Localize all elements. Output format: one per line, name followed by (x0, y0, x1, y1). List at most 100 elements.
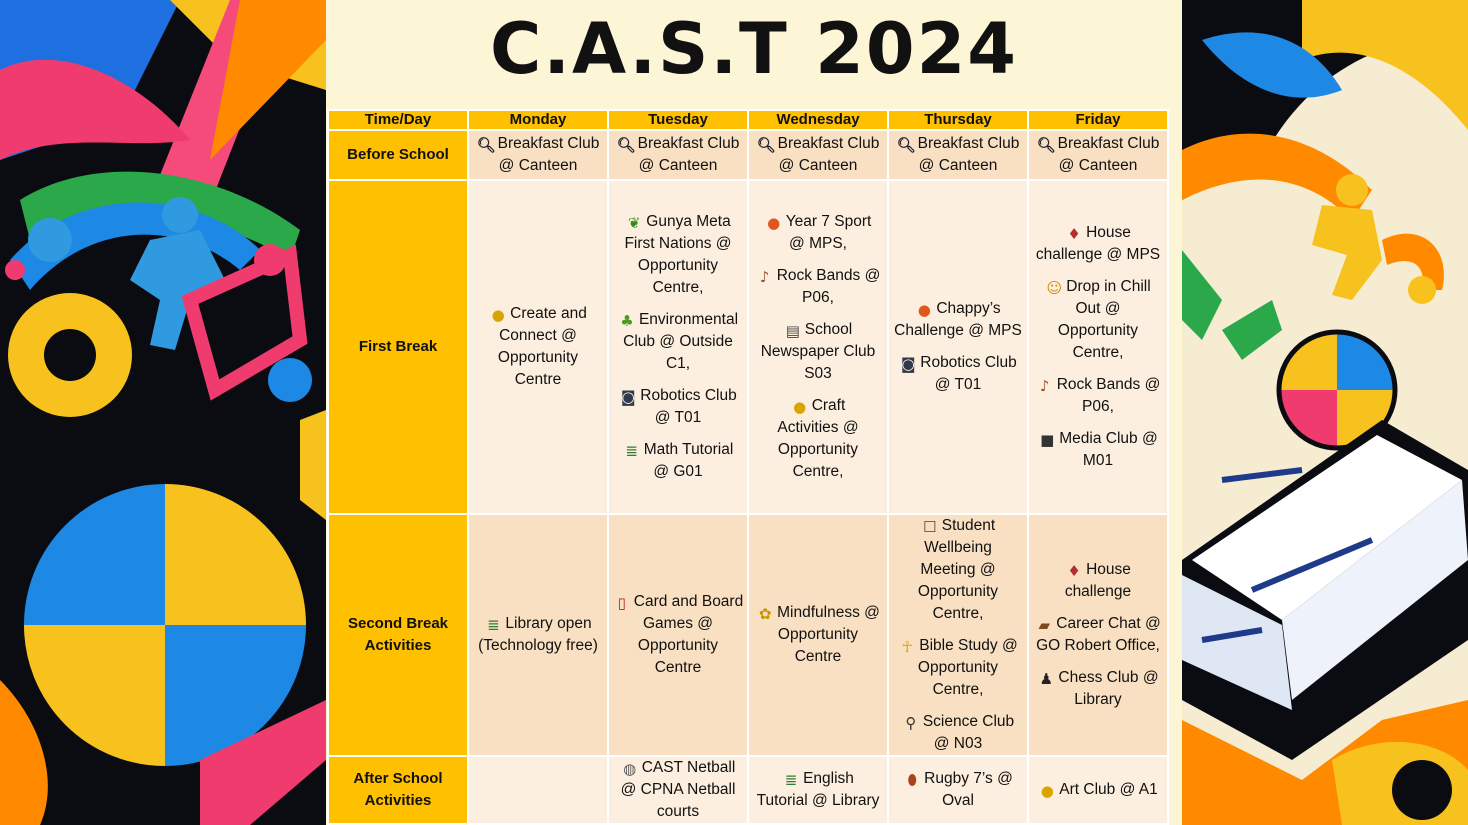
activity-text: @ N03 (933, 735, 983, 752)
activity-entry: ≣ English Tutorial @ Library (751, 768, 885, 812)
cards-icon: ▯ (617, 594, 626, 612)
activity-line: 🔍︎ Breakfast Club (611, 133, 745, 155)
activity-timetable: Time/Day Monday Tuesday Wednesday Thursd… (327, 109, 1169, 825)
activity-entry: ♟ Chess Club @ Library (1031, 667, 1165, 711)
activity-line: ● Chappy’s (891, 298, 1025, 320)
row-label: After School Activities (327, 755, 469, 825)
activity-text: Club @ Outside (623, 333, 733, 350)
activity-line: 🔍︎ Breakfast Club (471, 133, 605, 155)
activity-text: Opportunity (917, 583, 999, 600)
header-friday: Friday (1027, 109, 1169, 131)
row-after-school: After School Activities ◍ CAST Netball @ CPN… (327, 755, 1169, 825)
activity-line: ▤ School (751, 319, 885, 341)
timetable-cell: 🔍︎ Breakfast Club @ Canteen (607, 129, 749, 181)
activity-line: ✿ Mindfulness @ (751, 602, 885, 624)
activity-text: Out @ (1075, 300, 1121, 317)
timetable-cell: ● Chappy’s Challenge @ MPS ◙ Robotics Club @ … (887, 179, 1029, 515)
activity-line: Opportunity (891, 581, 1025, 603)
row-first-break: First Break ● Create and Connect @ Opportuni… (327, 179, 1169, 515)
activity-text: Media Club @ (1059, 430, 1158, 447)
activity-line: ♦ House (1031, 222, 1165, 244)
palette-icon: ● (793, 398, 807, 416)
activity-text: Environmental (638, 311, 739, 328)
activity-entry: ♦ House challenge (1031, 559, 1165, 603)
rugby-ball-icon: ⬮ (907, 771, 917, 789)
activity-text: challenge (1064, 583, 1132, 600)
row-second-break: Second Break Activities ≣ Library open (Tech… (327, 513, 1169, 757)
praying-hands-icon: ☥ (901, 638, 913, 656)
activity-text: Opportunity (637, 637, 719, 654)
header-row: Time/Day Monday Tuesday Wednesday Thursd… (327, 109, 1169, 131)
activity-line: ♣ Environmental (611, 309, 745, 331)
activity-text: Chappy’s (936, 300, 1001, 317)
activity-text: C1, (665, 355, 691, 372)
activity-entry: ● Art Club @ A1 (1031, 779, 1165, 801)
activity-text: Library (1074, 691, 1122, 708)
timetable-cell: ≣ Library open (Technology free) (467, 513, 609, 757)
activity-text: P06, (1082, 398, 1114, 415)
activity-text: Rock Bands @ (1056, 376, 1161, 393)
activity-text: @ G01 (653, 463, 703, 480)
left-decorative-artwork (0, 0, 326, 825)
activity-line: Wellbeing (891, 537, 1025, 559)
activity-text: Activities @ (777, 419, 859, 436)
activity-line: Activities @ (751, 417, 885, 439)
activity-line: ♟ Chess Club @ (1031, 667, 1165, 689)
activity-line: Opportunity (1031, 320, 1165, 342)
activity-line: Oval (891, 790, 1025, 812)
row-label-line: Activities (364, 637, 432, 654)
activity-text: Mindfulness @ (777, 604, 880, 621)
activity-line: ⬮ Rugby 7’s @ (891, 768, 1025, 790)
timetable-cell (467, 755, 609, 825)
activity-line: ♪ Rock Bands @ (1031, 374, 1165, 396)
activity-text: Art Club @ A1 (1059, 781, 1158, 798)
row-label-line: First Break (358, 338, 438, 355)
activity-entry: ❦ Gunya Meta First Nations @ Opportunity Cen… (611, 211, 745, 299)
page-title: C.A.S.T 2024 (490, 8, 1018, 90)
timetable-cell: 🔍︎ Breakfast Club @ Canteen (887, 129, 1029, 181)
timetable-cell: ⬮ Rugby 7’s @ Oval (887, 755, 1029, 825)
activity-line: P06, (1031, 396, 1165, 418)
row-label: Second Break Activities (327, 513, 469, 757)
activity-text: Breakfast Club (1057, 135, 1160, 152)
activity-entry: ≣ Library open (Technology free) (471, 613, 605, 657)
person-icon: ☺ (1046, 279, 1063, 297)
activity-text: Drop in Chill (1066, 278, 1151, 295)
activity-text: Centre, (932, 605, 984, 622)
activity-line: Centre (611, 657, 745, 679)
activity-text: @ Canteen (918, 157, 998, 174)
activity-entry: ● Chappy’s Challenge @ MPS (891, 298, 1025, 342)
activity-line: @ G01 (611, 461, 745, 483)
activity-text: challenge @ MPS (1035, 246, 1161, 263)
activity-line: (Technology free) (471, 635, 605, 657)
palette-icon: ● (491, 306, 505, 324)
activity-line: Opportunity (891, 657, 1025, 679)
row-label-line: After School (353, 770, 443, 787)
activity-line: ☺ Drop in Chill (1031, 276, 1165, 298)
activity-line: Library (1031, 689, 1165, 711)
activity-line: ◙ Robotics Club (611, 385, 745, 407)
activity-line: ☐ Student (891, 515, 1025, 537)
activity-text: Breakfast Club (637, 135, 740, 152)
activity-text: Gunya Meta (646, 213, 731, 230)
right-decorative-artwork (1182, 0, 1468, 825)
activity-text: Tutorial @ Library (756, 792, 880, 809)
activity-line: ≣ Math Tutorial (611, 439, 745, 461)
activity-line: ≣ Library open (471, 613, 605, 635)
activity-entry: ◙ Robotics Club @ T01 (611, 385, 745, 429)
row-label: Before School (327, 129, 469, 181)
timetable-cell: ✿ Mindfulness @ Opportunity Centre (747, 513, 889, 757)
activity-text: Math Tutorial (643, 441, 734, 458)
activity-text: Centre, (652, 279, 704, 296)
activity-line: Opportunity (751, 439, 885, 461)
activity-line: Opportunity (611, 635, 745, 657)
activity-line: @ N03 (891, 733, 1025, 755)
lotus-icon: ✿ (758, 605, 772, 623)
activity-text: Year 7 Sport (785, 213, 872, 230)
activity-text: Career Chat @ (1056, 615, 1161, 632)
activity-line: Games @ (611, 613, 745, 635)
activity-text: Library open (505, 615, 592, 632)
activity-entry: ▯ Card and Board Games @ Opportunity Centre (611, 591, 745, 679)
activity-text: courts (656, 803, 700, 820)
activity-line: C1, (611, 353, 745, 375)
